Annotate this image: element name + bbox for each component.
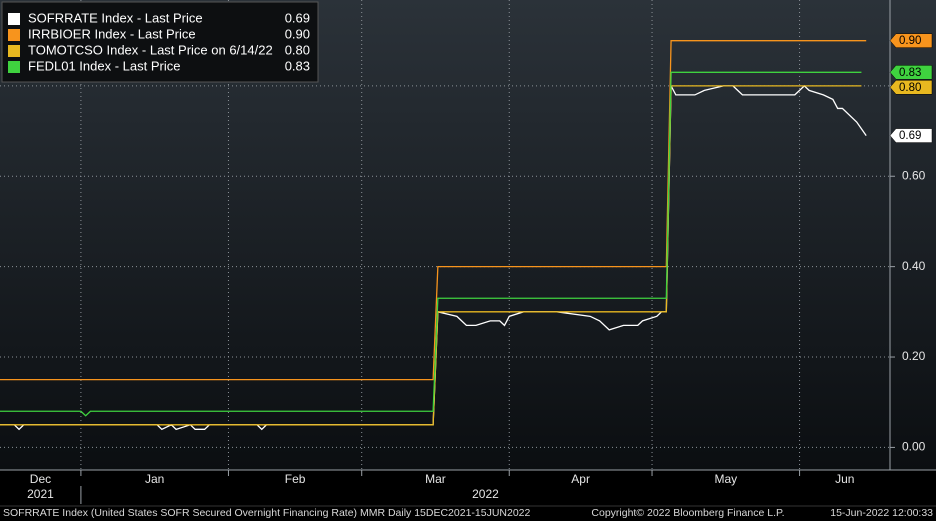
axes: 0.00 0.20 0.40 0.60 0.80 Dec Jan Feb Mar Apr May Ju… [0, 0, 936, 504]
y-tick-label: 0.40 [902, 259, 926, 273]
value-tag: 0.83 [889, 65, 933, 80]
value-tags: 0.90 0.83 0.80 0.69 [889, 33, 933, 143]
legend-value: 0.90 [285, 26, 310, 41]
legend-value: 0.83 [285, 58, 310, 73]
legend-label: FEDL01 Index - Last Price [28, 58, 180, 73]
x-tick-label: Mar [425, 472, 446, 486]
x-tick-label: Dec [30, 472, 51, 486]
series-line [0, 40, 867, 381]
legend: SOFRRATE Index - Last Price 0.69 IRRBIOER … [1, 1, 319, 83]
x-tick-label: May [714, 472, 737, 486]
value-tag: 0.69 [889, 128, 933, 143]
value-tag-box [889, 33, 933, 48]
legend-swatch [8, 61, 20, 73]
value-tag-label: 0.69 [899, 130, 921, 142]
value-tag-label: 0.90 [899, 35, 921, 47]
footer-left: SOFRRATE Index (United States SOFR Secur… [3, 507, 531, 519]
lines [0, 40, 867, 431]
x-tick-label: Jan [145, 472, 164, 486]
x-tick-label: Feb [285, 472, 306, 486]
value-tag-box [889, 128, 933, 143]
series-line [0, 71, 862, 417]
legend-label: SOFRRATE Index - Last Price [28, 10, 203, 25]
year-label: 2022 [472, 487, 499, 501]
y-tick-label: 0.00 [902, 440, 926, 454]
footer-center: Copyright© 2022 Bloomberg Finance L.P. [591, 507, 784, 519]
legend-label: IRRBIOER Index - Last Price [28, 26, 196, 41]
series-line [0, 83, 867, 431]
y-tick-label: 0.20 [902, 349, 926, 363]
legend-value: 0.80 [285, 42, 310, 57]
legend-swatch [8, 45, 20, 57]
series-line [0, 85, 862, 426]
footer-right: 15-Jun-2022 12:00:33 [830, 507, 933, 519]
value-tag: 0.80 [889, 80, 933, 95]
value-tag-label: 0.80 [899, 82, 921, 94]
year-label: 2021 [27, 487, 54, 501]
legend-label: TOMOTCSO Index - Last Price on 6/14/22 [28, 42, 273, 57]
legend-swatch [8, 29, 20, 41]
y-tick-label: 0.60 [902, 168, 926, 182]
legend-value: 0.69 [285, 10, 310, 25]
legend-swatch [8, 13, 20, 25]
axis-background [0, 470, 936, 521]
legend-box [1, 1, 319, 83]
value-tag-box [889, 65, 933, 80]
x-tick-label: Jun [835, 472, 854, 486]
value-tag-label: 0.83 [899, 67, 921, 79]
value-tag: 0.90 [889, 33, 933, 48]
x-tick-label: Apr [571, 472, 590, 486]
value-tag-box [889, 80, 933, 95]
